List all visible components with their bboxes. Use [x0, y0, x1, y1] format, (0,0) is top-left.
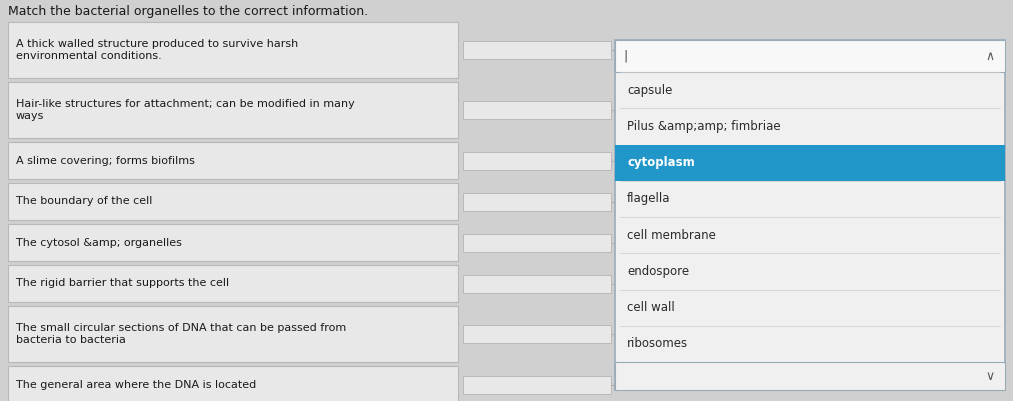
- Bar: [8, 306, 458, 362]
- Bar: [8, 82, 458, 138]
- Bar: [8, 183, 458, 220]
- Text: cell wall: cell wall: [627, 301, 675, 314]
- Bar: [463, 41, 611, 59]
- Text: A thick walled structure produced to survive harsh
environmental conditions.: A thick walled structure produced to sur…: [16, 39, 298, 61]
- Text: flagella: flagella: [627, 192, 671, 205]
- Bar: [463, 325, 611, 343]
- Bar: [463, 101, 611, 119]
- Bar: [463, 275, 611, 292]
- Bar: [615, 144, 1005, 181]
- Text: cytoplasm: cytoplasm: [627, 156, 695, 169]
- Bar: [8, 366, 458, 401]
- Text: ∧: ∧: [986, 49, 995, 63]
- Text: The rigid barrier that supports the cell: The rigid barrier that supports the cell: [16, 279, 229, 288]
- Bar: [615, 40, 1005, 390]
- Text: The small circular sections of DNA that can be passed from
bacteria to bacteria: The small circular sections of DNA that …: [16, 323, 346, 345]
- Text: Pilus &amp;amp; fimbriae: Pilus &amp;amp; fimbriae: [627, 120, 781, 133]
- Bar: [463, 233, 611, 251]
- Text: A slime covering; forms biofilms: A slime covering; forms biofilms: [16, 156, 194, 166]
- Text: capsule: capsule: [627, 84, 673, 97]
- Text: ∨: ∨: [986, 369, 995, 383]
- Text: Match the bacterial organelles to the correct information.: Match the bacterial organelles to the co…: [8, 5, 368, 18]
- Bar: [615, 362, 1005, 390]
- Bar: [8, 142, 458, 179]
- Bar: [615, 40, 1005, 72]
- Text: The general area where the DNA is located: The general area where the DNA is locate…: [16, 379, 256, 389]
- Bar: [463, 375, 611, 393]
- Text: Hair-like structures for attachment; can be modified in many
ways: Hair-like structures for attachment; can…: [16, 99, 355, 121]
- Bar: [463, 152, 611, 170]
- Text: The cytosol &amp; organelles: The cytosol &amp; organelles: [16, 237, 182, 247]
- Text: endospore: endospore: [627, 265, 689, 278]
- Bar: [8, 265, 458, 302]
- Text: The boundary of the cell: The boundary of the cell: [16, 196, 152, 207]
- Text: |: |: [623, 49, 627, 63]
- Text: cell membrane: cell membrane: [627, 229, 716, 242]
- Bar: [8, 224, 458, 261]
- Bar: [463, 192, 611, 211]
- Text: ribosomes: ribosomes: [627, 337, 688, 350]
- Bar: [8, 22, 458, 78]
